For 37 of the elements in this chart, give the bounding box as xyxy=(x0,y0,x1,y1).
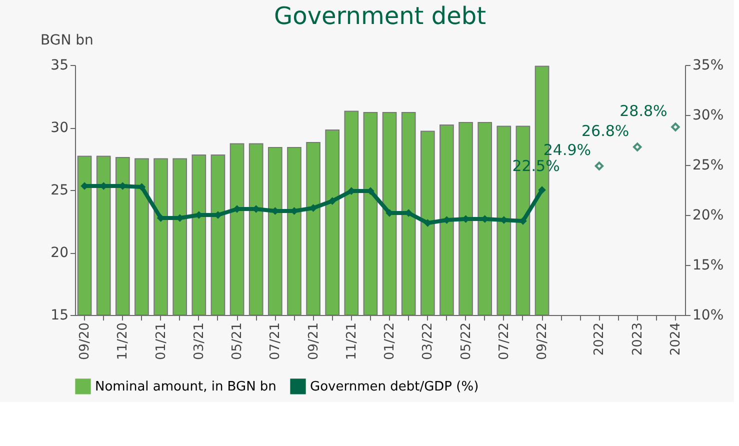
x-tick-label: 2022 xyxy=(592,322,608,356)
y-tick-label: 30 xyxy=(50,120,68,136)
y2-tick-label: 15% xyxy=(692,258,724,274)
y-tick-label: 35 xyxy=(50,58,68,74)
x-tick-label: 05/22 xyxy=(458,322,474,360)
x-tick-label: 03/21 xyxy=(192,322,207,360)
point xyxy=(632,142,642,152)
legend-label: Nominal amount, in BGN bn xyxy=(95,379,276,394)
data-label: 26.8% xyxy=(582,122,630,140)
x-tick-label: 11/20 xyxy=(116,322,131,360)
point xyxy=(594,162,604,170)
legend-label: Governmen debt/GDP (%) xyxy=(310,379,479,394)
x-tick-label: 09/21 xyxy=(306,322,322,360)
x-tick-label: 01/22 xyxy=(382,322,398,360)
x-tick-label: 11/21 xyxy=(344,322,360,360)
y-tick-label: 20 xyxy=(50,245,68,261)
x-tick-label: 09/22 xyxy=(535,322,550,360)
x-tick-label: 2024 xyxy=(668,322,684,356)
x-tick-label: 2023 xyxy=(630,322,646,356)
x-tick-label: 09/20 xyxy=(78,322,93,360)
y2-tick-label: 20% xyxy=(692,208,724,224)
x-tick-label: 07/22 xyxy=(496,322,512,360)
chart-title: Government debt xyxy=(274,2,486,30)
x-tick-label: 01/21 xyxy=(154,322,169,360)
x-tick-label: 03/22 xyxy=(420,322,436,360)
y-tick-label: 25 xyxy=(50,182,68,198)
y-tick-label: 15 xyxy=(50,308,68,324)
x-tick-label: 07/21 xyxy=(268,322,284,360)
y-axis-title: BGN bn xyxy=(40,32,94,48)
y2-tick-label: 35% xyxy=(692,58,724,74)
y2-tick-label: 30% xyxy=(692,108,724,124)
y2-tick-label: 10% xyxy=(692,308,724,324)
x-tick-label: 05/21 xyxy=(230,322,246,360)
point xyxy=(671,122,680,132)
data-label: 28.8% xyxy=(620,102,668,120)
point xyxy=(538,186,546,194)
y2-tick-label: 25% xyxy=(692,158,724,174)
